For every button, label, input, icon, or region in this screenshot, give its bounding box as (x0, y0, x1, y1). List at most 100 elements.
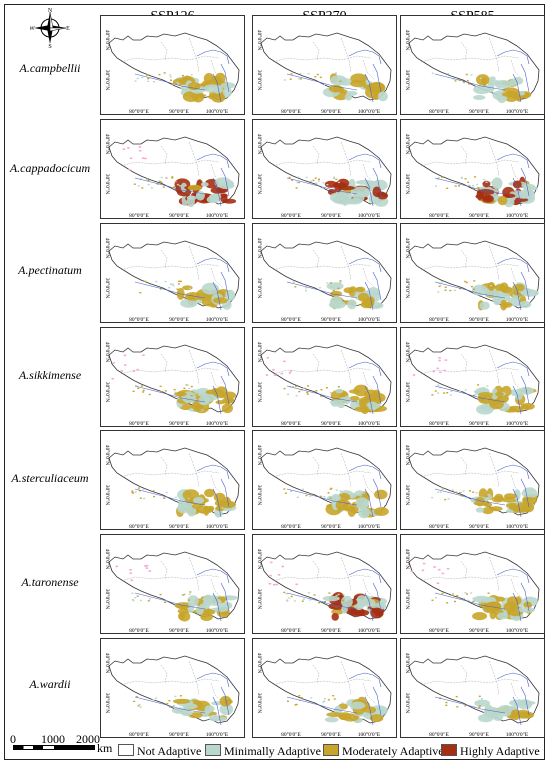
suitability-patch (479, 301, 490, 310)
suitability-patch (183, 387, 186, 389)
suitability-patch (455, 491, 458, 493)
lat-tick-label: 40°0'0"N (256, 653, 263, 673)
suitability-patch (347, 506, 356, 517)
legend-item-moderately-adaptive: Moderately Adaptive (323, 744, 444, 758)
suitability-patch (364, 389, 378, 401)
suitability-patch (153, 81, 156, 83)
suitability-patch (132, 390, 135, 392)
river (134, 385, 206, 403)
river (520, 478, 530, 508)
suitability-patch (265, 374, 269, 376)
inner-boundary (312, 560, 320, 580)
suitability-patch (134, 491, 137, 493)
suitability-patch (463, 81, 466, 84)
map-panel: 80°0'0"E 90°0'0"E 100°0'0"E 40°0'0"N 30°0'0"… (100, 638, 245, 738)
inner-boundary (510, 474, 524, 496)
suitability-patch (176, 183, 179, 186)
river (348, 361, 382, 377)
plateau-boundary (260, 447, 392, 516)
inner-boundary (460, 664, 468, 684)
suitability-patch (129, 157, 133, 160)
suitability-patch (438, 285, 441, 288)
suitability-patch (185, 384, 188, 386)
suitability-patch (439, 284, 442, 287)
suitability-patch (298, 695, 301, 697)
suitability-patch (482, 603, 499, 614)
suitability-patch (142, 389, 145, 392)
inner-boundary (420, 55, 520, 63)
lon-tick-label: 90°0'0"E (469, 627, 489, 634)
suitability-patch (131, 599, 134, 601)
suitability-patch (377, 91, 388, 102)
suitability-patch (438, 356, 441, 359)
suitability-patch (465, 281, 468, 284)
lon-tick-label: 80°0'0"E (281, 212, 301, 219)
suitability-patch (204, 705, 213, 714)
lat-tick-label: 40°0'0"N (404, 30, 411, 50)
inner-boundary (312, 145, 320, 165)
scale-tick-2000: 2000 (76, 732, 100, 746)
suitability-patch (335, 499, 349, 511)
suitability-patch (316, 73, 319, 76)
suitability-patch (331, 286, 334, 288)
suitability-patch (486, 495, 489, 497)
suitability-patch (305, 289, 307, 292)
river (372, 582, 382, 612)
suitability-patch (139, 178, 142, 180)
map-panel: 80°0'0"E 90°0'0"E 100°0'0"E 40°0'0"N 30°0'0"… (400, 223, 545, 323)
suitability-patch (456, 596, 459, 599)
lon-tick-label: 100°0'0"E (206, 731, 229, 738)
suitability-patch (477, 702, 480, 704)
lon-tick-label: 80°0'0"E (129, 731, 149, 738)
river (286, 177, 358, 195)
inner-boundary (420, 470, 520, 478)
suitability-patch (474, 699, 490, 707)
suitability-patch (218, 182, 235, 190)
suitability-patch (136, 77, 139, 80)
inner-boundary (362, 371, 376, 393)
suitability-patch (314, 76, 317, 78)
suitability-patch (222, 391, 237, 400)
inner-boundary (272, 678, 372, 686)
suitability-patch (474, 394, 477, 396)
lat-tick-label: 40°0'0"N (256, 342, 263, 362)
suitability-patch (520, 403, 535, 410)
suitability-patch (460, 176, 463, 179)
suitability-patch (152, 490, 155, 492)
suitability-patch (137, 487, 140, 489)
suitability-patch (163, 497, 166, 499)
suitability-patch (159, 385, 162, 388)
suitability-patch (489, 76, 496, 82)
suitability-patch (142, 354, 145, 356)
suitability-patch (195, 190, 205, 201)
suitability-patch (318, 602, 321, 604)
inner-boundary (460, 456, 468, 476)
lon-tick-label: 90°0'0"E (169, 731, 189, 738)
suitability-patch (333, 698, 336, 700)
suitability-patch (305, 494, 308, 497)
suitability-patch (451, 489, 454, 491)
river (196, 568, 230, 584)
suitability-patch (185, 292, 201, 301)
suitability-patch (444, 286, 447, 288)
inner-boundary (420, 678, 520, 686)
suitability-patch (340, 492, 343, 495)
suitability-patch (272, 369, 275, 371)
suitability-patch (336, 594, 339, 596)
map-panel: 80°0'0"E 90°0'0"E 100°0'0"E 40°0'0"N 30°0'0"… (252, 15, 397, 115)
suitability-patch (292, 386, 295, 388)
river (364, 177, 374, 207)
suitability-patch (307, 73, 310, 75)
suitability-patch (301, 600, 304, 602)
suitability-patch (307, 592, 310, 594)
suitability-patch (158, 73, 161, 76)
suitability-patch (295, 395, 298, 397)
suitability-patch (341, 599, 344, 602)
lat-tick-label: 40°0'0"N (104, 30, 111, 50)
inner-boundary (160, 145, 168, 165)
map-panel: 80°0'0"E 90°0'0"E 100°0'0"E 40°0'0"N 30°0'0"… (400, 638, 545, 738)
lon-tick-label: 100°0'0"E (358, 731, 381, 738)
suitability-patch (287, 700, 289, 702)
suitability-patch (478, 695, 481, 697)
lon-tick-label: 100°0'0"E (358, 523, 381, 530)
